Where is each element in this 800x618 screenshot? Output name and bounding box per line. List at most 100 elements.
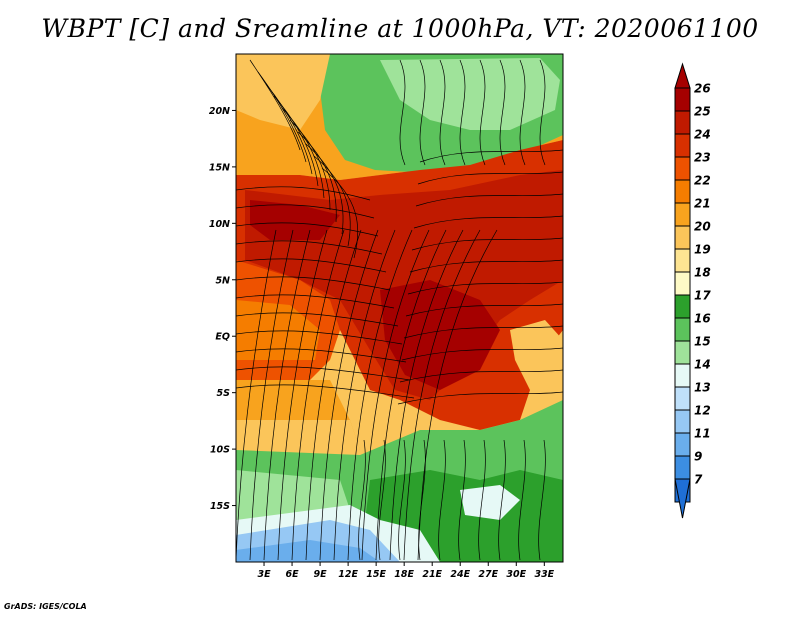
lat-tick-label: 10N bbox=[209, 219, 230, 230]
colorbar-label: 9 bbox=[694, 450, 702, 464]
streamline bbox=[499, 59, 506, 166]
streamline bbox=[498, 439, 506, 561]
colorbar-swatch bbox=[674, 317, 691, 342]
lon-tick-label: 33E bbox=[534, 569, 554, 580]
streamline bbox=[319, 229, 379, 561]
streamline bbox=[236, 229, 277, 561]
streamline bbox=[236, 384, 415, 399]
streamline bbox=[249, 229, 294, 561]
colorbar-label: 12 bbox=[694, 404, 711, 418]
lon-tick-label: 3E bbox=[257, 569, 271, 580]
streamline bbox=[236, 294, 395, 309]
colorbar-swatch bbox=[674, 271, 691, 296]
colorbar-swatch bbox=[674, 248, 691, 273]
lon-tick-label: 18E bbox=[394, 569, 414, 580]
colorbar-label: 25 bbox=[694, 105, 711, 119]
streamline bbox=[399, 59, 406, 166]
latitude-axis: 20N 15N 10N 5N EQ 5S 10S 15S bbox=[209, 106, 236, 512]
credit-text: GrADS: IGES/COLA bbox=[4, 602, 87, 611]
longitude-axis: 3E 6E 9E 12E 15E 18E 21E 24E 27E 30E 33E bbox=[257, 562, 555, 580]
streamline bbox=[419, 59, 426, 166]
colorbar-swatch bbox=[674, 133, 691, 158]
streamline bbox=[236, 348, 407, 363]
streamline bbox=[459, 59, 466, 166]
streamline bbox=[263, 229, 311, 561]
colorbar-label: 11 bbox=[694, 427, 711, 441]
streamline bbox=[389, 229, 464, 561]
lon-tick-label: 30E bbox=[506, 569, 526, 580]
streamline bbox=[265, 83, 313, 175]
streamline bbox=[277, 229, 328, 561]
streamline bbox=[538, 439, 546, 561]
streamline bbox=[399, 369, 563, 383]
lat-tick-label: 10S bbox=[210, 445, 230, 456]
streamline bbox=[519, 59, 526, 166]
colorbar-label: 24 bbox=[694, 128, 711, 142]
streamline bbox=[398, 439, 406, 561]
lon-tick-label: 24E bbox=[450, 569, 470, 580]
colorbar-swatch bbox=[674, 432, 691, 457]
streamline bbox=[236, 240, 383, 255]
colorbar-bottom-arrow bbox=[674, 478, 691, 519]
colorbar-label: 15 bbox=[694, 335, 711, 349]
streamline bbox=[478, 439, 486, 561]
colorbar-swatch bbox=[674, 340, 691, 365]
colorbar-label: 18 bbox=[694, 266, 711, 280]
colorbar-label: 22 bbox=[694, 174, 711, 188]
streamline bbox=[257, 71, 307, 163]
streamline bbox=[458, 439, 466, 561]
streamline bbox=[409, 259, 563, 273]
streamline bbox=[321, 167, 359, 259]
colorbar-swatch bbox=[674, 179, 691, 204]
streamline bbox=[289, 119, 331, 211]
streamlines bbox=[236, 59, 563, 561]
streamline bbox=[419, 149, 563, 163]
streamline bbox=[236, 204, 375, 219]
colorbar: 26 25 24 23 22 21 20 19 18 17 16 15 14 13 12 11 9 7 bbox=[674, 62, 711, 519]
streamline bbox=[415, 193, 563, 207]
colorbar-label: 17 bbox=[694, 289, 711, 303]
lat-tick-label: 15N bbox=[209, 162, 230, 173]
colorbar-swatch bbox=[674, 225, 691, 250]
colorbar-label: 14 bbox=[694, 358, 711, 372]
lon-tick-label: 15E bbox=[366, 569, 386, 580]
streamline bbox=[378, 439, 386, 561]
streamline bbox=[236, 276, 391, 291]
streamline bbox=[347, 229, 413, 561]
streamline bbox=[397, 391, 563, 405]
streamline bbox=[418, 439, 426, 561]
streamline bbox=[249, 59, 301, 151]
streamline bbox=[479, 59, 486, 166]
streamline bbox=[273, 95, 319, 187]
colorbar-top-arrow bbox=[674, 62, 691, 89]
streamline bbox=[438, 439, 446, 561]
streamline bbox=[236, 186, 371, 201]
streamline bbox=[236, 366, 411, 381]
streamline bbox=[401, 347, 563, 361]
colorbar-swatch bbox=[674, 363, 691, 388]
streamline bbox=[375, 229, 447, 561]
colorbar-swatch bbox=[674, 409, 691, 434]
streamline bbox=[358, 439, 366, 561]
colorbar-swatch bbox=[674, 455, 691, 480]
colorbar-label: 23 bbox=[694, 151, 711, 165]
streamline bbox=[403, 229, 481, 561]
streamline bbox=[291, 229, 345, 561]
lat-tick-label: 20N bbox=[209, 106, 230, 117]
colorbar-label: 21 bbox=[694, 197, 711, 211]
streamline bbox=[539, 59, 546, 166]
colorbar-swatch bbox=[674, 294, 691, 319]
streamline bbox=[305, 143, 344, 235]
streamline bbox=[236, 312, 399, 327]
streamline bbox=[236, 330, 403, 345]
map-frame bbox=[235, 53, 564, 563]
lon-tick-label: 27E bbox=[478, 569, 498, 580]
colorbar-swatch bbox=[674, 386, 691, 411]
streamline bbox=[236, 222, 379, 237]
lon-tick-label: 6E bbox=[286, 569, 300, 580]
streamline bbox=[407, 281, 563, 295]
streamline bbox=[297, 131, 337, 223]
streamline bbox=[361, 229, 430, 561]
streamline bbox=[518, 439, 526, 561]
